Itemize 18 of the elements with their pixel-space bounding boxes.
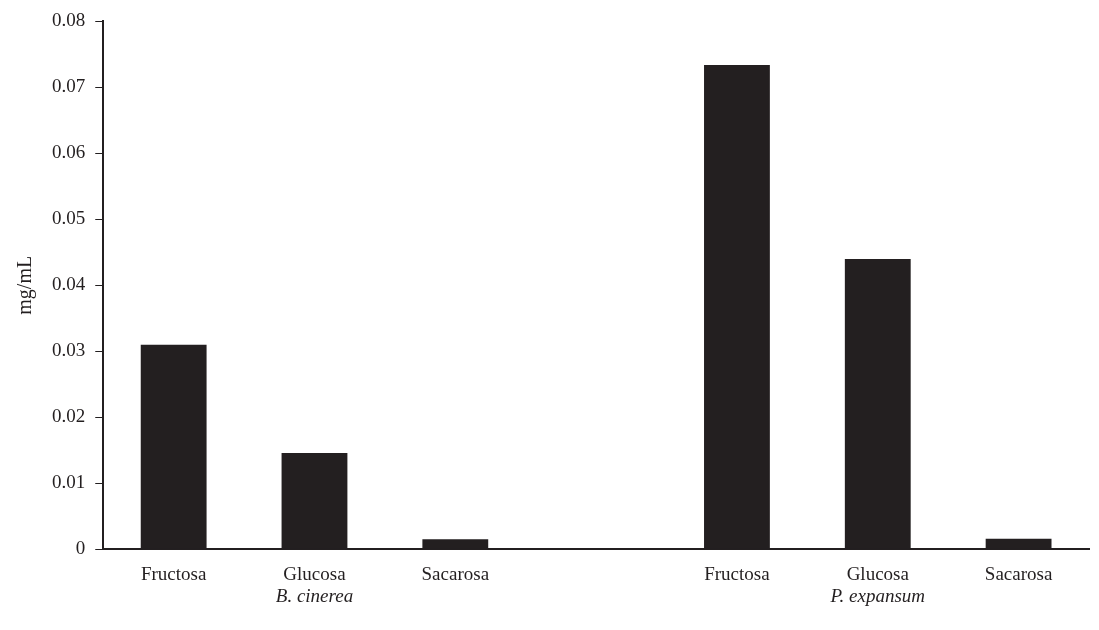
y-tick-label: 0.03: [52, 339, 86, 361]
x-tick-label: Fructosa: [140, 562, 207, 584]
y-tick-label: 0.02: [52, 405, 86, 427]
y-axis-title: mg/mL: [13, 255, 37, 315]
y-tick-label: 0.08: [52, 9, 86, 31]
x-tick-label: Glucosa: [846, 562, 910, 584]
x-tick-label: Sacarosa: [421, 562, 490, 584]
x-tick-label: Sacarosa: [984, 562, 1053, 584]
text: B. cinerea: [275, 584, 354, 606]
y-tick-label: 0.07: [52, 75, 86, 97]
x-tick-label: Glucosa: [283, 562, 347, 584]
y-tick-label: 0.04: [52, 273, 86, 295]
y-tick-label: 0.05: [52, 207, 86, 229]
y-tick-label: 0.01: [52, 471, 86, 493]
y-tick-label: 0.06: [52, 141, 86, 163]
x-tick-label: Fructosa: [704, 562, 771, 584]
y-tick-label: 0: [75, 537, 86, 559]
text: P. expansum: [829, 584, 926, 606]
